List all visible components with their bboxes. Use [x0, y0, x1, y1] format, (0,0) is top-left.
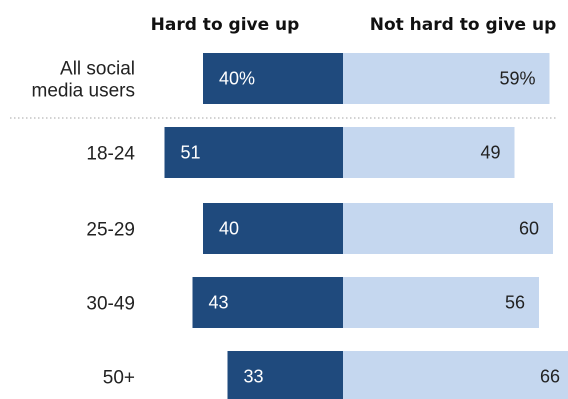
bar-hard-2	[203, 203, 343, 254]
legend-not-hard-to-give-up: Not hard to give up	[370, 15, 557, 35]
category-label-0-line-0: All social	[60, 59, 135, 80]
value-label-not-hard-4: 66	[540, 367, 560, 387]
legend-hard-to-give-up: Hard to give up	[151, 15, 300, 35]
value-label-hard-1: 51	[181, 143, 201, 163]
bar-not-hard-1	[343, 127, 515, 178]
value-label-hard-0: 40%	[219, 69, 255, 89]
bar-not-hard-2	[343, 203, 553, 254]
bar-hard-0	[203, 53, 343, 104]
value-label-not-hard-0: 59%	[499, 69, 535, 89]
bar-hard-1	[164, 127, 343, 178]
value-label-not-hard-2: 60	[519, 219, 539, 239]
category-label-4: 50+	[103, 368, 135, 389]
value-label-hard-2: 40	[219, 219, 239, 239]
bar-hard-3	[192, 277, 343, 328]
bar-not-hard-0	[343, 53, 550, 104]
value-label-not-hard-3: 56	[505, 293, 525, 313]
category-label-3: 30-49	[86, 294, 135, 315]
category-label-0-line-1: media users	[32, 81, 136, 102]
value-label-hard-4: 33	[244, 367, 264, 387]
bar-hard-4	[227, 351, 343, 399]
bar-not-hard-4	[343, 351, 568, 399]
bar-not-hard-3	[343, 277, 539, 328]
category-label-1: 18-24	[86, 144, 135, 165]
value-label-not-hard-1: 49	[480, 143, 500, 163]
category-label-2: 25-29	[86, 220, 135, 241]
value-label-hard-3: 43	[209, 293, 229, 313]
